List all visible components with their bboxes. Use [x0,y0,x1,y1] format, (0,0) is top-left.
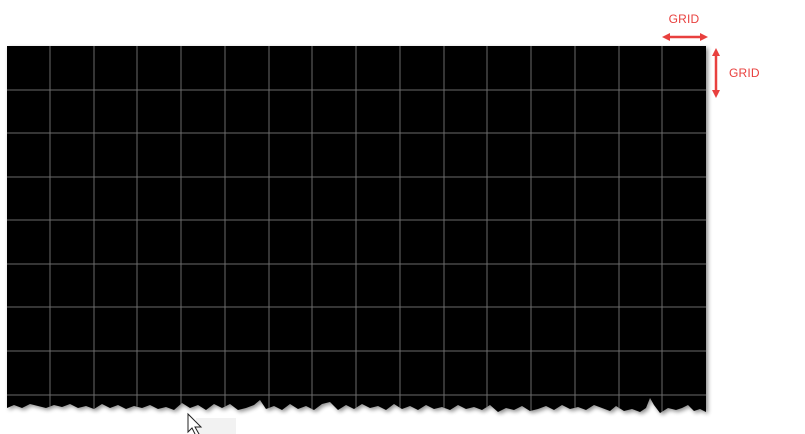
vertical-grid-label: GRID [729,66,760,80]
arrow-cursor-icon [187,412,236,434]
drawing-viewport[interactable] [7,46,706,420]
horizontal-grid-label: GRID [668,12,700,26]
grid-lines [7,46,706,413]
